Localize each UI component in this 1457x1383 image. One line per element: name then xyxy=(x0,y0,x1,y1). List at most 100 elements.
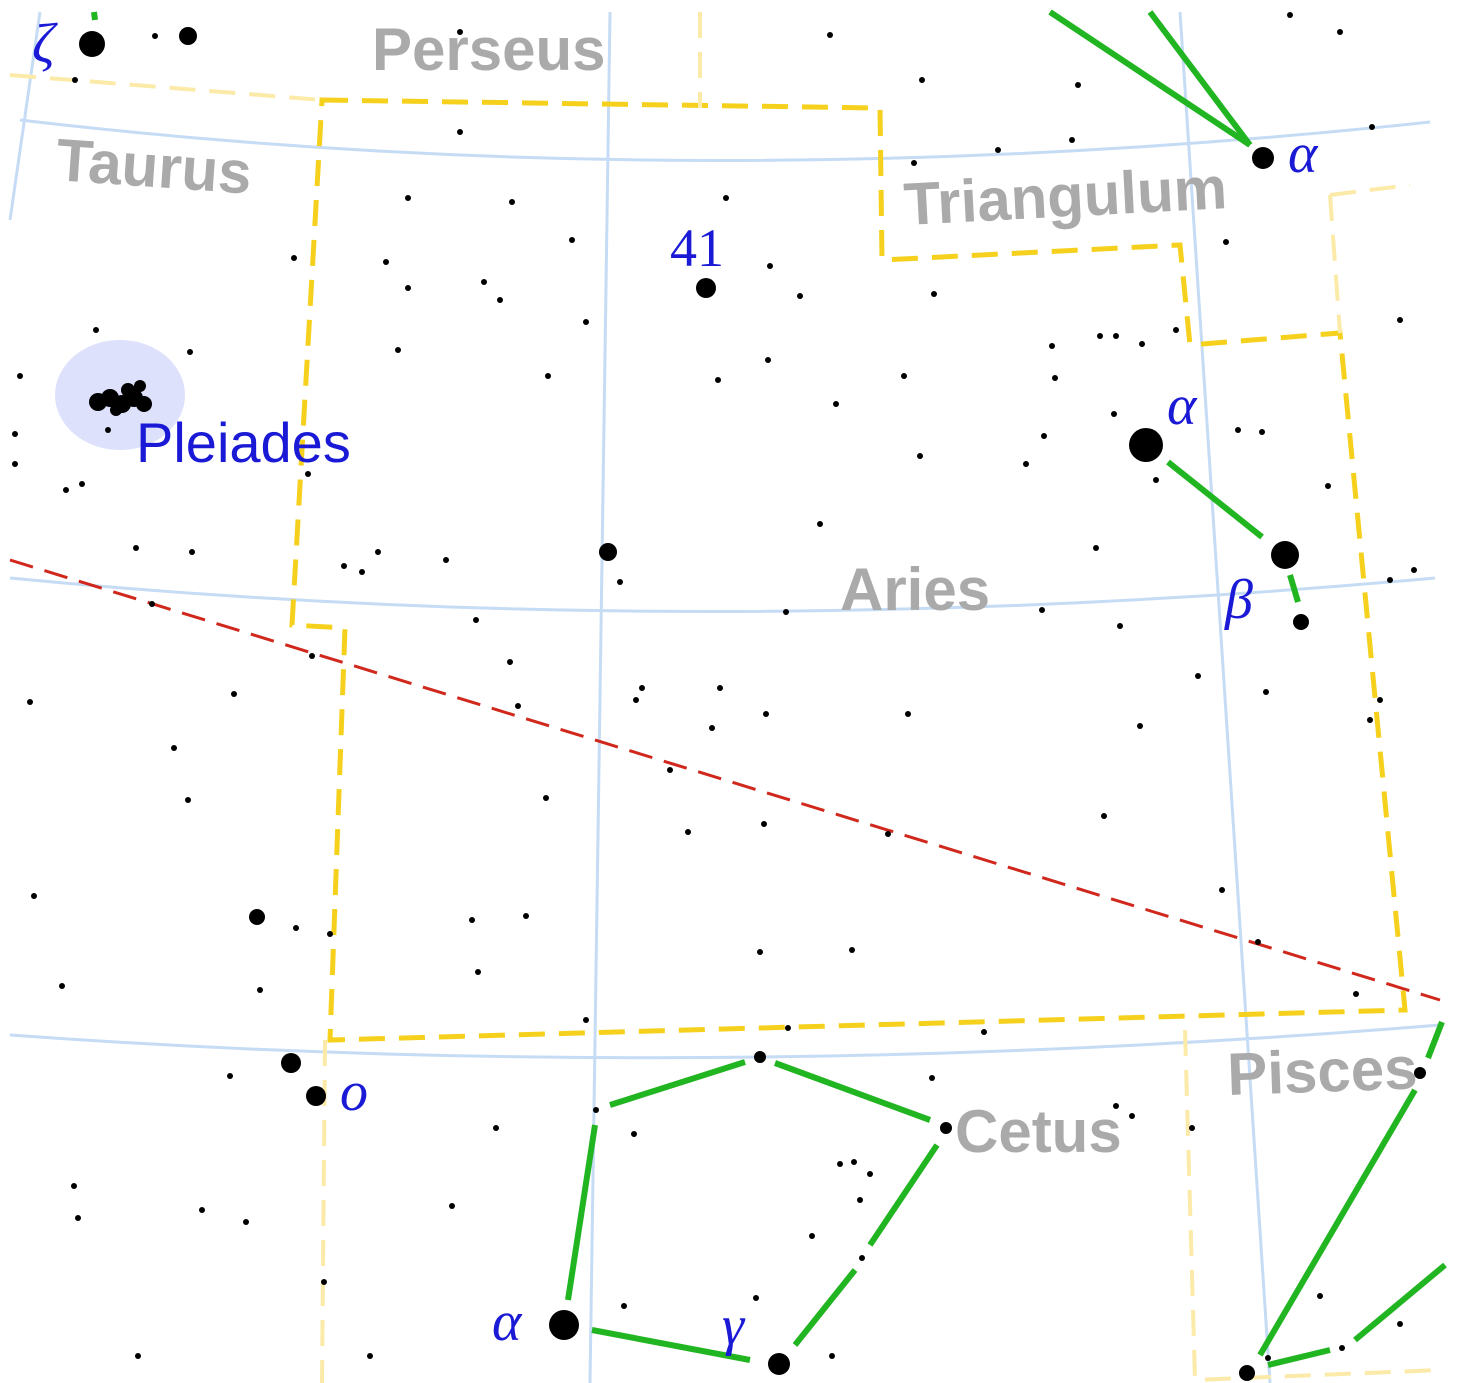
star xyxy=(1041,433,1047,439)
star xyxy=(1259,429,1265,435)
star xyxy=(133,545,139,551)
star xyxy=(1414,1067,1426,1079)
star xyxy=(71,1183,77,1189)
star xyxy=(509,199,515,205)
star xyxy=(395,347,401,353)
star xyxy=(493,1125,499,1131)
star xyxy=(1117,623,1123,629)
stick-line xyxy=(1267,1347,1331,1368)
star xyxy=(857,1197,863,1203)
grid-line xyxy=(9,576,1436,613)
star xyxy=(293,925,299,931)
star xyxy=(187,349,193,355)
star xyxy=(469,917,475,923)
star xyxy=(797,293,803,299)
star xyxy=(1069,137,1075,143)
star xyxy=(305,471,311,477)
star xyxy=(189,549,195,555)
star xyxy=(1239,1365,1255,1381)
star xyxy=(257,987,263,993)
star xyxy=(1195,673,1201,679)
star xyxy=(63,487,69,493)
star xyxy=(833,401,839,407)
star xyxy=(375,549,381,555)
star xyxy=(134,380,146,392)
star xyxy=(481,279,487,285)
grid-line xyxy=(588,11,612,1383)
star xyxy=(152,33,158,39)
star xyxy=(717,685,723,691)
star xyxy=(281,1053,301,1073)
star xyxy=(754,1051,766,1063)
labels: Perseus Taurus Triangulum Aries Pisces C… xyxy=(32,13,1419,1357)
star xyxy=(859,1255,865,1261)
star xyxy=(327,931,333,937)
star xyxy=(1101,813,1107,819)
star xyxy=(919,77,925,83)
star xyxy=(249,909,265,925)
star xyxy=(121,383,135,397)
star xyxy=(767,263,773,269)
star xyxy=(783,609,789,615)
star xyxy=(685,829,691,835)
star xyxy=(185,797,191,803)
star xyxy=(917,453,923,459)
star xyxy=(171,745,177,751)
star xyxy=(443,557,449,563)
star xyxy=(1023,461,1029,467)
star xyxy=(475,969,481,975)
star xyxy=(667,767,673,773)
nebula-glow xyxy=(55,340,185,450)
stick-line xyxy=(1287,574,1301,603)
star xyxy=(1113,1103,1119,1109)
star xyxy=(768,1353,790,1375)
star xyxy=(549,1310,579,1340)
star xyxy=(515,703,521,709)
star-label: o xyxy=(340,1061,368,1123)
stick-line xyxy=(565,1124,598,1301)
star xyxy=(940,1122,952,1134)
constellation-label: Perseus xyxy=(372,16,606,83)
star xyxy=(12,431,18,437)
star xyxy=(1287,12,1293,18)
star xyxy=(1263,689,1269,695)
stick-line xyxy=(591,1327,751,1363)
star xyxy=(809,1233,815,1239)
star xyxy=(1369,124,1375,130)
star xyxy=(341,563,347,569)
star xyxy=(1129,1113,1135,1119)
star xyxy=(105,427,111,433)
grid-line xyxy=(9,1023,1441,1060)
star xyxy=(291,255,297,261)
stick-figures xyxy=(91,9,1447,1368)
star xyxy=(837,1161,843,1167)
star xyxy=(639,685,645,691)
star xyxy=(1325,483,1331,489)
star xyxy=(1317,1293,1323,1299)
stick-line xyxy=(773,1060,932,1123)
constellation-label: Aries xyxy=(840,556,990,623)
star xyxy=(829,1353,835,1359)
star xyxy=(1097,333,1103,339)
star xyxy=(497,297,503,303)
star xyxy=(905,711,911,717)
star xyxy=(583,1017,589,1023)
star xyxy=(995,147,1001,153)
star xyxy=(72,77,78,83)
star xyxy=(827,32,833,38)
star xyxy=(1265,1355,1271,1361)
star xyxy=(849,947,855,953)
stick-line xyxy=(609,1059,746,1108)
star xyxy=(593,1107,599,1113)
star xyxy=(457,129,463,135)
star xyxy=(367,1353,373,1359)
grid-line xyxy=(1178,11,1272,1383)
star xyxy=(17,373,23,379)
star xyxy=(765,357,771,363)
star xyxy=(1139,341,1145,347)
stick-line xyxy=(867,1143,940,1247)
star xyxy=(507,659,513,665)
star xyxy=(136,396,152,412)
star xyxy=(1255,939,1261,945)
